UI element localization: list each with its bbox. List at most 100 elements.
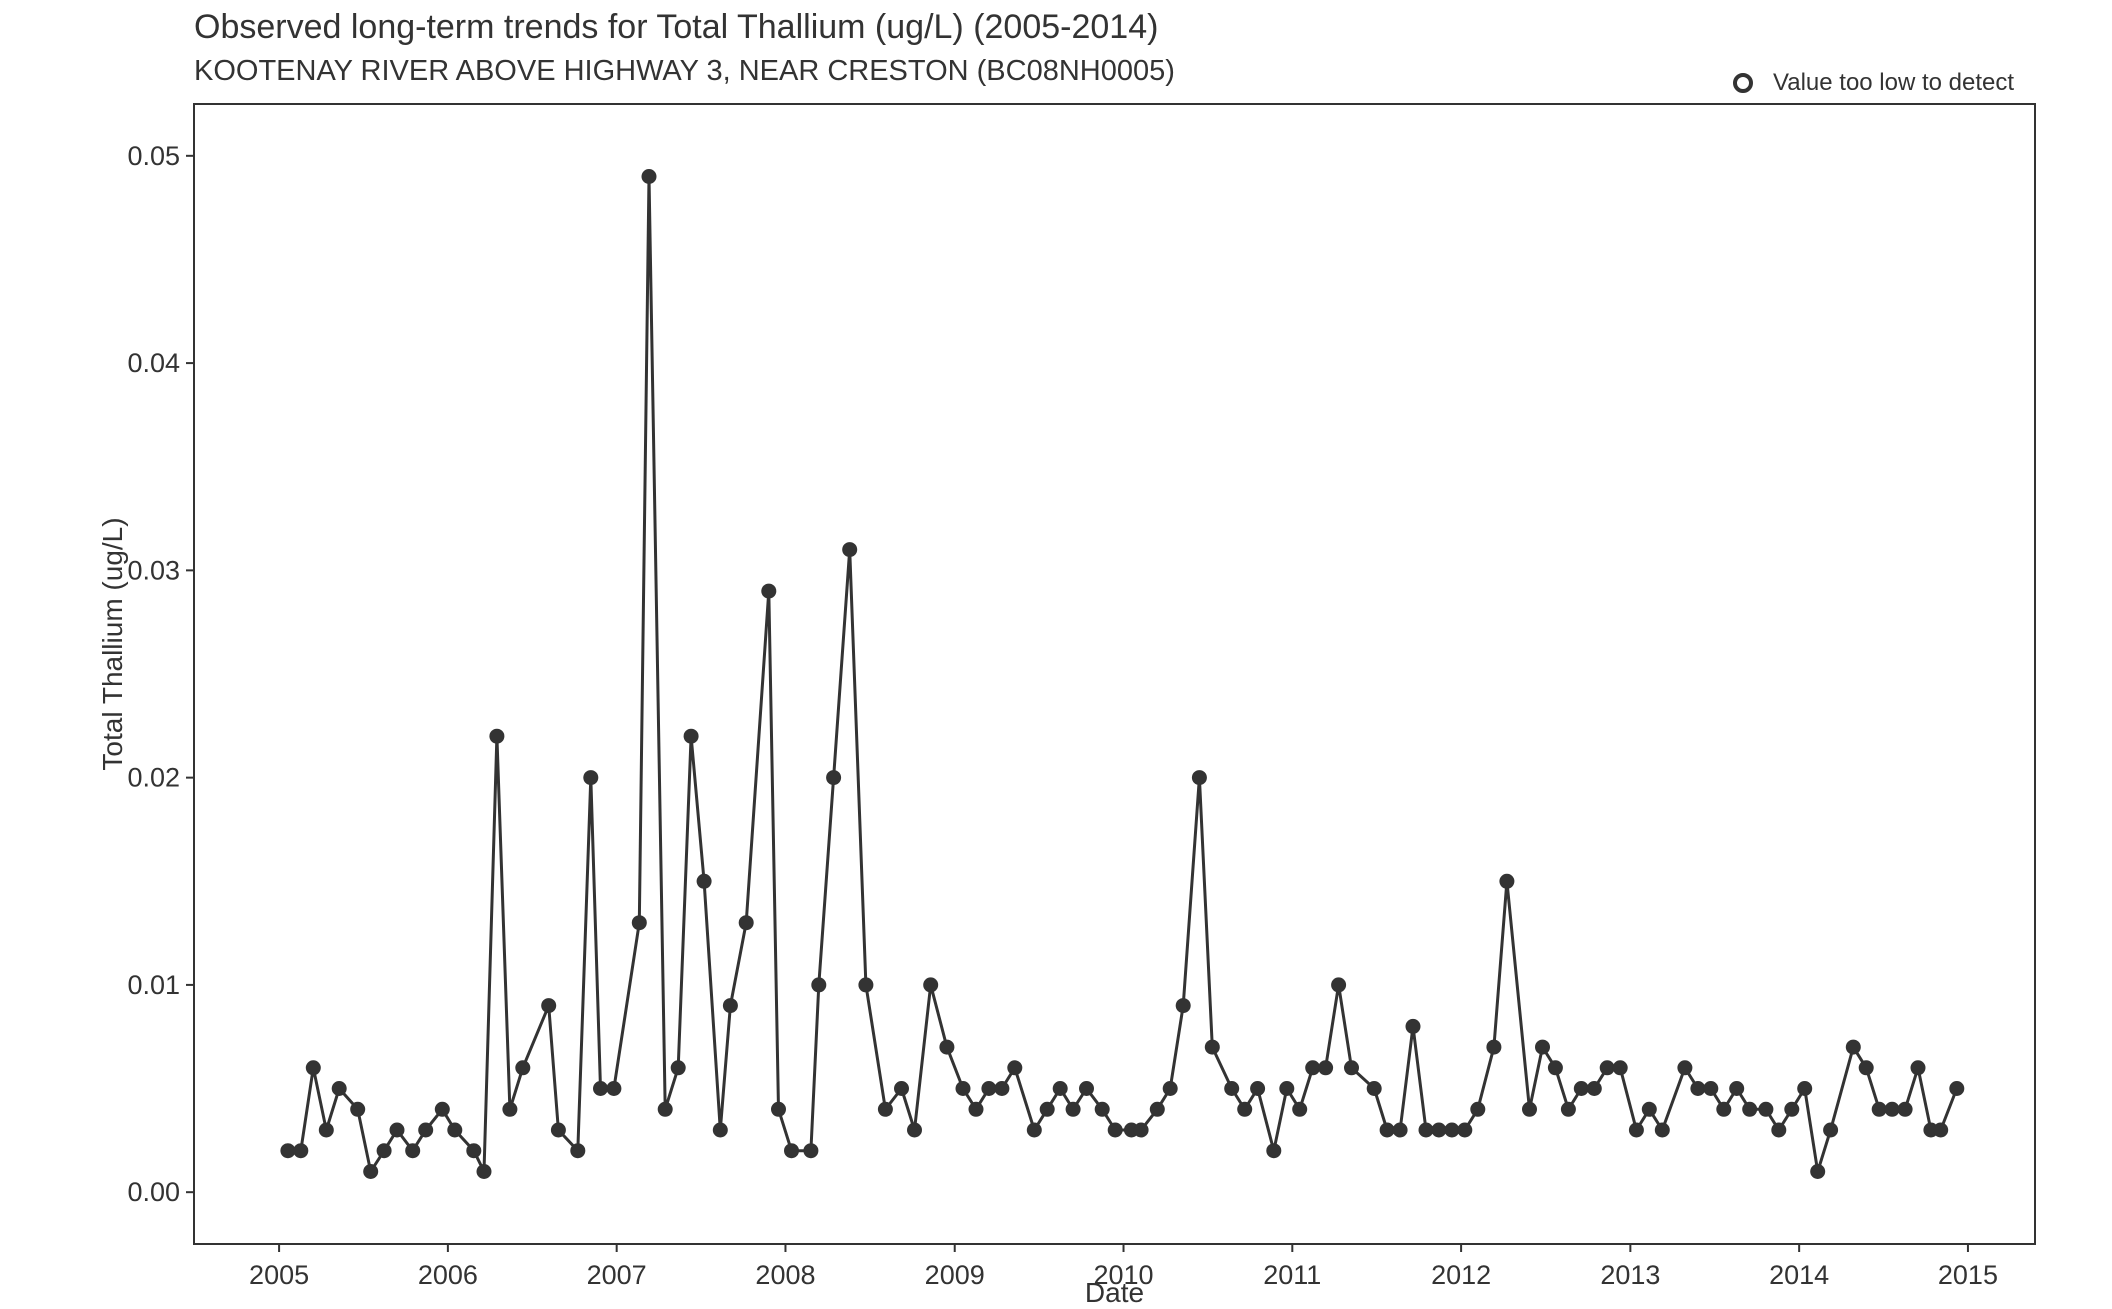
legend: Value too low to detect bbox=[1733, 66, 2014, 100]
x-tick-label: 2014 bbox=[1769, 1260, 1829, 1290]
data-point bbox=[1771, 1122, 1787, 1138]
data-point bbox=[722, 998, 738, 1014]
data-point bbox=[331, 1081, 347, 1096]
data-point bbox=[1191, 770, 1207, 786]
x-tick-label: 2013 bbox=[1600, 1260, 1660, 1290]
data-point bbox=[593, 1081, 608, 1096]
x-tick-label: 2008 bbox=[755, 1260, 815, 1290]
data-point bbox=[877, 1101, 893, 1117]
data-point bbox=[981, 1081, 997, 1096]
data-point bbox=[1204, 1039, 1220, 1055]
data-point bbox=[550, 1122, 566, 1138]
data-point bbox=[1079, 1081, 1094, 1096]
data-point bbox=[1431, 1122, 1447, 1138]
data-point bbox=[305, 1060, 321, 1076]
data-point bbox=[1279, 1081, 1295, 1096]
data-point bbox=[939, 1039, 955, 1055]
data-point bbox=[1586, 1081, 1602, 1096]
data-point bbox=[1933, 1122, 1949, 1138]
data-point bbox=[712, 1122, 728, 1138]
data-point bbox=[811, 977, 827, 993]
x-axis-title: Date bbox=[1085, 1277, 1144, 1308]
data-point bbox=[761, 583, 777, 599]
data-point bbox=[476, 1164, 492, 1179]
data-point bbox=[1641, 1101, 1657, 1117]
data-point bbox=[784, 1143, 799, 1159]
data-point bbox=[1292, 1101, 1308, 1117]
data-point bbox=[280, 1143, 296, 1159]
data-point bbox=[1065, 1101, 1081, 1117]
x-tick-label: 2010 bbox=[1093, 1260, 1153, 1290]
data-point bbox=[771, 1101, 786, 1117]
y-axis: 0.00 0.01 0.02 0.03 0.04 0.05 bbox=[127, 141, 194, 1207]
data-points bbox=[280, 169, 1965, 1179]
x-tick-label: 2007 bbox=[587, 1260, 647, 1290]
y-tick-label: 0.05 bbox=[127, 141, 180, 171]
data-point bbox=[826, 770, 842, 786]
data-point bbox=[1305, 1060, 1321, 1076]
data-point bbox=[1612, 1060, 1628, 1076]
data-point bbox=[376, 1143, 392, 1159]
data-point bbox=[696, 873, 712, 889]
data-point bbox=[968, 1101, 984, 1117]
data-point bbox=[1535, 1039, 1550, 1055]
data-point bbox=[1758, 1101, 1774, 1117]
x-tick-label: 2009 bbox=[925, 1260, 985, 1290]
x-tick-label: 2015 bbox=[1938, 1260, 1998, 1290]
x-axis: 2005 2006 2007 2008 2009 2010 2011 2012 2013 2014… bbox=[249, 1244, 1998, 1290]
data-point bbox=[1858, 1060, 1874, 1076]
data-point bbox=[1573, 1081, 1589, 1096]
data-point bbox=[1266, 1143, 1282, 1159]
data-point bbox=[923, 977, 939, 993]
data-point bbox=[1007, 1060, 1023, 1076]
legend-label: Value too low to detect bbox=[1773, 69, 2015, 96]
data-point bbox=[858, 977, 874, 993]
data-point bbox=[1366, 1081, 1382, 1096]
x-tick-label: 2011 bbox=[1263, 1260, 1321, 1290]
data-point bbox=[1486, 1039, 1502, 1055]
data-point bbox=[657, 1101, 673, 1117]
data-point bbox=[1318, 1060, 1334, 1076]
data-point bbox=[1797, 1081, 1813, 1096]
data-point bbox=[1162, 1081, 1178, 1096]
plot-panel bbox=[193, 103, 2036, 1245]
data-point bbox=[1729, 1081, 1745, 1096]
data-point bbox=[1949, 1081, 1965, 1096]
data-point bbox=[1845, 1039, 1861, 1055]
data-point bbox=[803, 1143, 819, 1159]
data-point bbox=[1499, 873, 1515, 889]
data-point bbox=[1039, 1101, 1055, 1117]
data-point bbox=[606, 1081, 622, 1096]
data-point bbox=[318, 1122, 334, 1138]
chart-subtitle: KOOTENAY RIVER ABOVE HIGHWAY 3, NEAR CRE… bbox=[194, 55, 1175, 87]
y-tick-label: 0.01 bbox=[127, 970, 180, 1000]
data-point bbox=[907, 1122, 922, 1138]
data-point bbox=[1331, 977, 1347, 993]
data-point bbox=[350, 1101, 366, 1117]
data-point bbox=[1392, 1122, 1408, 1138]
data-point bbox=[1823, 1122, 1839, 1138]
data-point bbox=[389, 1122, 405, 1138]
data-point bbox=[1599, 1060, 1615, 1076]
data-point bbox=[363, 1164, 379, 1179]
x-tick-label: 2006 bbox=[418, 1260, 478, 1290]
data-point bbox=[842, 542, 858, 558]
data-point bbox=[1094, 1101, 1110, 1117]
data-point bbox=[1716, 1101, 1732, 1117]
data-point bbox=[641, 169, 657, 184]
data-point bbox=[293, 1143, 309, 1159]
data-point bbox=[515, 1060, 531, 1076]
data-point bbox=[1470, 1101, 1486, 1117]
data-point bbox=[1133, 1122, 1149, 1138]
data-point bbox=[405, 1143, 421, 1159]
data-point bbox=[1444, 1122, 1460, 1138]
data-point bbox=[1522, 1101, 1537, 1117]
data-point bbox=[1250, 1081, 1266, 1096]
data-point bbox=[1703, 1081, 1719, 1096]
data-point bbox=[541, 998, 557, 1014]
data-point bbox=[418, 1122, 434, 1138]
data-point bbox=[447, 1122, 463, 1138]
data-point bbox=[1690, 1081, 1706, 1096]
data-point bbox=[631, 915, 647, 931]
data-point bbox=[1052, 1081, 1068, 1096]
